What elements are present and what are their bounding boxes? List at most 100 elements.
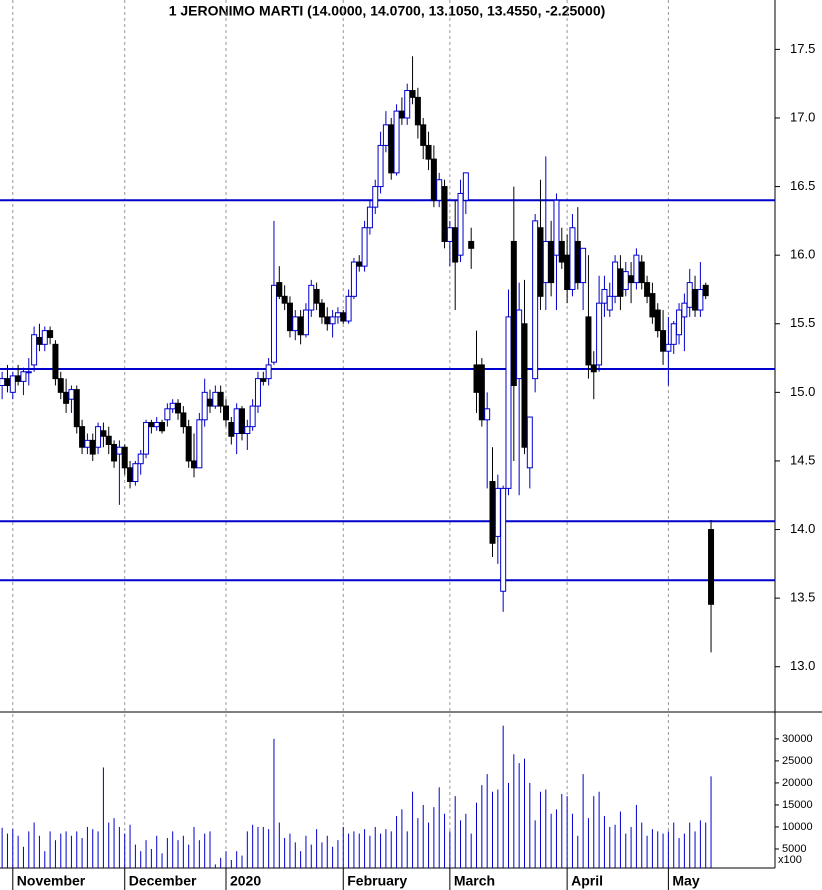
y-tick-label: 17.0: [790, 109, 815, 124]
volume-tick-label: 30000: [782, 733, 813, 745]
x-tick-label: February: [347, 873, 407, 889]
candle-body: [9, 375, 16, 393]
candle-body: [143, 422, 150, 455]
candle-body: [708, 529, 715, 605]
candle-body: [222, 405, 229, 421]
candle-body: [169, 402, 176, 410]
y-tick-label: 17.5: [790, 41, 815, 56]
x-tick-label: April: [571, 873, 603, 889]
candle-body: [324, 316, 331, 325]
x-tick-label: March: [454, 873, 495, 889]
candle-body: [366, 206, 373, 229]
candle-body: [409, 90, 416, 98]
candle-body: [526, 416, 533, 469]
candle-body: [510, 240, 517, 386]
candle-body: [116, 446, 123, 455]
candle-body: [52, 343, 59, 380]
candle-body: [4, 378, 11, 386]
candle-body: [276, 282, 283, 297]
volume-tick-label: 25000: [782, 755, 813, 767]
candle-body: [297, 316, 304, 336]
candle-body: [217, 391, 224, 407]
candle-body: [318, 302, 325, 318]
candle-body: [596, 302, 603, 366]
candle-body: [462, 172, 469, 201]
candle-body: [153, 422, 160, 428]
candle-body: [68, 389, 75, 400]
candle-body: [489, 481, 496, 544]
candle-body: [356, 261, 363, 267]
candle-body: [606, 295, 613, 311]
candle-body: [0, 378, 6, 386]
candle-body: [660, 330, 667, 352]
candle-body: [681, 302, 688, 318]
y-tick-label: 13.0: [790, 658, 815, 673]
candle-body: [180, 412, 187, 428]
candle-body: [505, 316, 512, 489]
candle-body: [500, 487, 507, 592]
candle-body: [308, 284, 315, 311]
candle-body: [244, 426, 251, 435]
candle-body: [452, 227, 459, 263]
candle-body: [196, 419, 203, 469]
candle-body: [393, 110, 400, 174]
candle-body: [207, 398, 214, 407]
candle-body: [89, 439, 96, 455]
candle-body: [57, 378, 64, 393]
x-tick-label: 2020: [230, 873, 261, 889]
candle-body: [702, 284, 709, 297]
candle-body: [574, 240, 581, 284]
candle-body: [617, 268, 624, 297]
candle-body: [105, 435, 112, 445]
candle-body: [670, 323, 677, 345]
candle-body: [436, 179, 443, 201]
candle-body: [537, 227, 544, 297]
candle-body: [127, 467, 134, 483]
x-tick-label: May: [672, 873, 699, 889]
candle-body: [185, 426, 192, 462]
candle-body: [79, 426, 86, 448]
candle-body: [430, 158, 437, 201]
volume-tick-label: 5000: [782, 843, 806, 855]
candle-body: [441, 186, 448, 242]
candle-body: [633, 254, 640, 284]
candle-body: [350, 261, 357, 297]
y-tick-label: 16.0: [790, 247, 815, 262]
candle-body: [420, 124, 427, 146]
candle-body: [580, 247, 587, 284]
candle-body: [638, 261, 645, 284]
candle-body: [286, 302, 293, 332]
candle-body: [377, 144, 384, 188]
candle-body: [212, 391, 219, 407]
y-tick-label: 15.0: [790, 384, 815, 399]
candle-body: [612, 261, 619, 297]
y-tick-label: 13.5: [790, 590, 815, 605]
candle-body: [132, 463, 139, 483]
candle-body: [665, 343, 672, 352]
candle-body: [649, 293, 656, 318]
candle-body: [404, 90, 411, 119]
candle-body: [521, 323, 528, 448]
candle-body: [692, 288, 699, 311]
candle-body: [73, 389, 80, 428]
candle-body: [84, 439, 91, 448]
candle-body: [478, 364, 485, 421]
candle-body: [175, 402, 182, 414]
candle-body: [36, 336, 43, 345]
candle-body: [137, 453, 144, 465]
candle-body: [249, 405, 256, 428]
y-tick-label: 15.5: [790, 315, 815, 330]
candle-body: [622, 271, 629, 290]
candle-body: [398, 110, 405, 119]
candle-body: [654, 309, 661, 332]
candle-body: [238, 408, 245, 435]
candle-body: [468, 240, 475, 249]
candle-body: [548, 240, 555, 284]
candle-body: [553, 199, 560, 256]
candle-body: [340, 312, 347, 322]
y-tick-label: 16.5: [790, 178, 815, 193]
candle-body: [569, 227, 576, 290]
candle-body: [281, 295, 288, 304]
volume-tick-label: 10000: [782, 821, 813, 833]
